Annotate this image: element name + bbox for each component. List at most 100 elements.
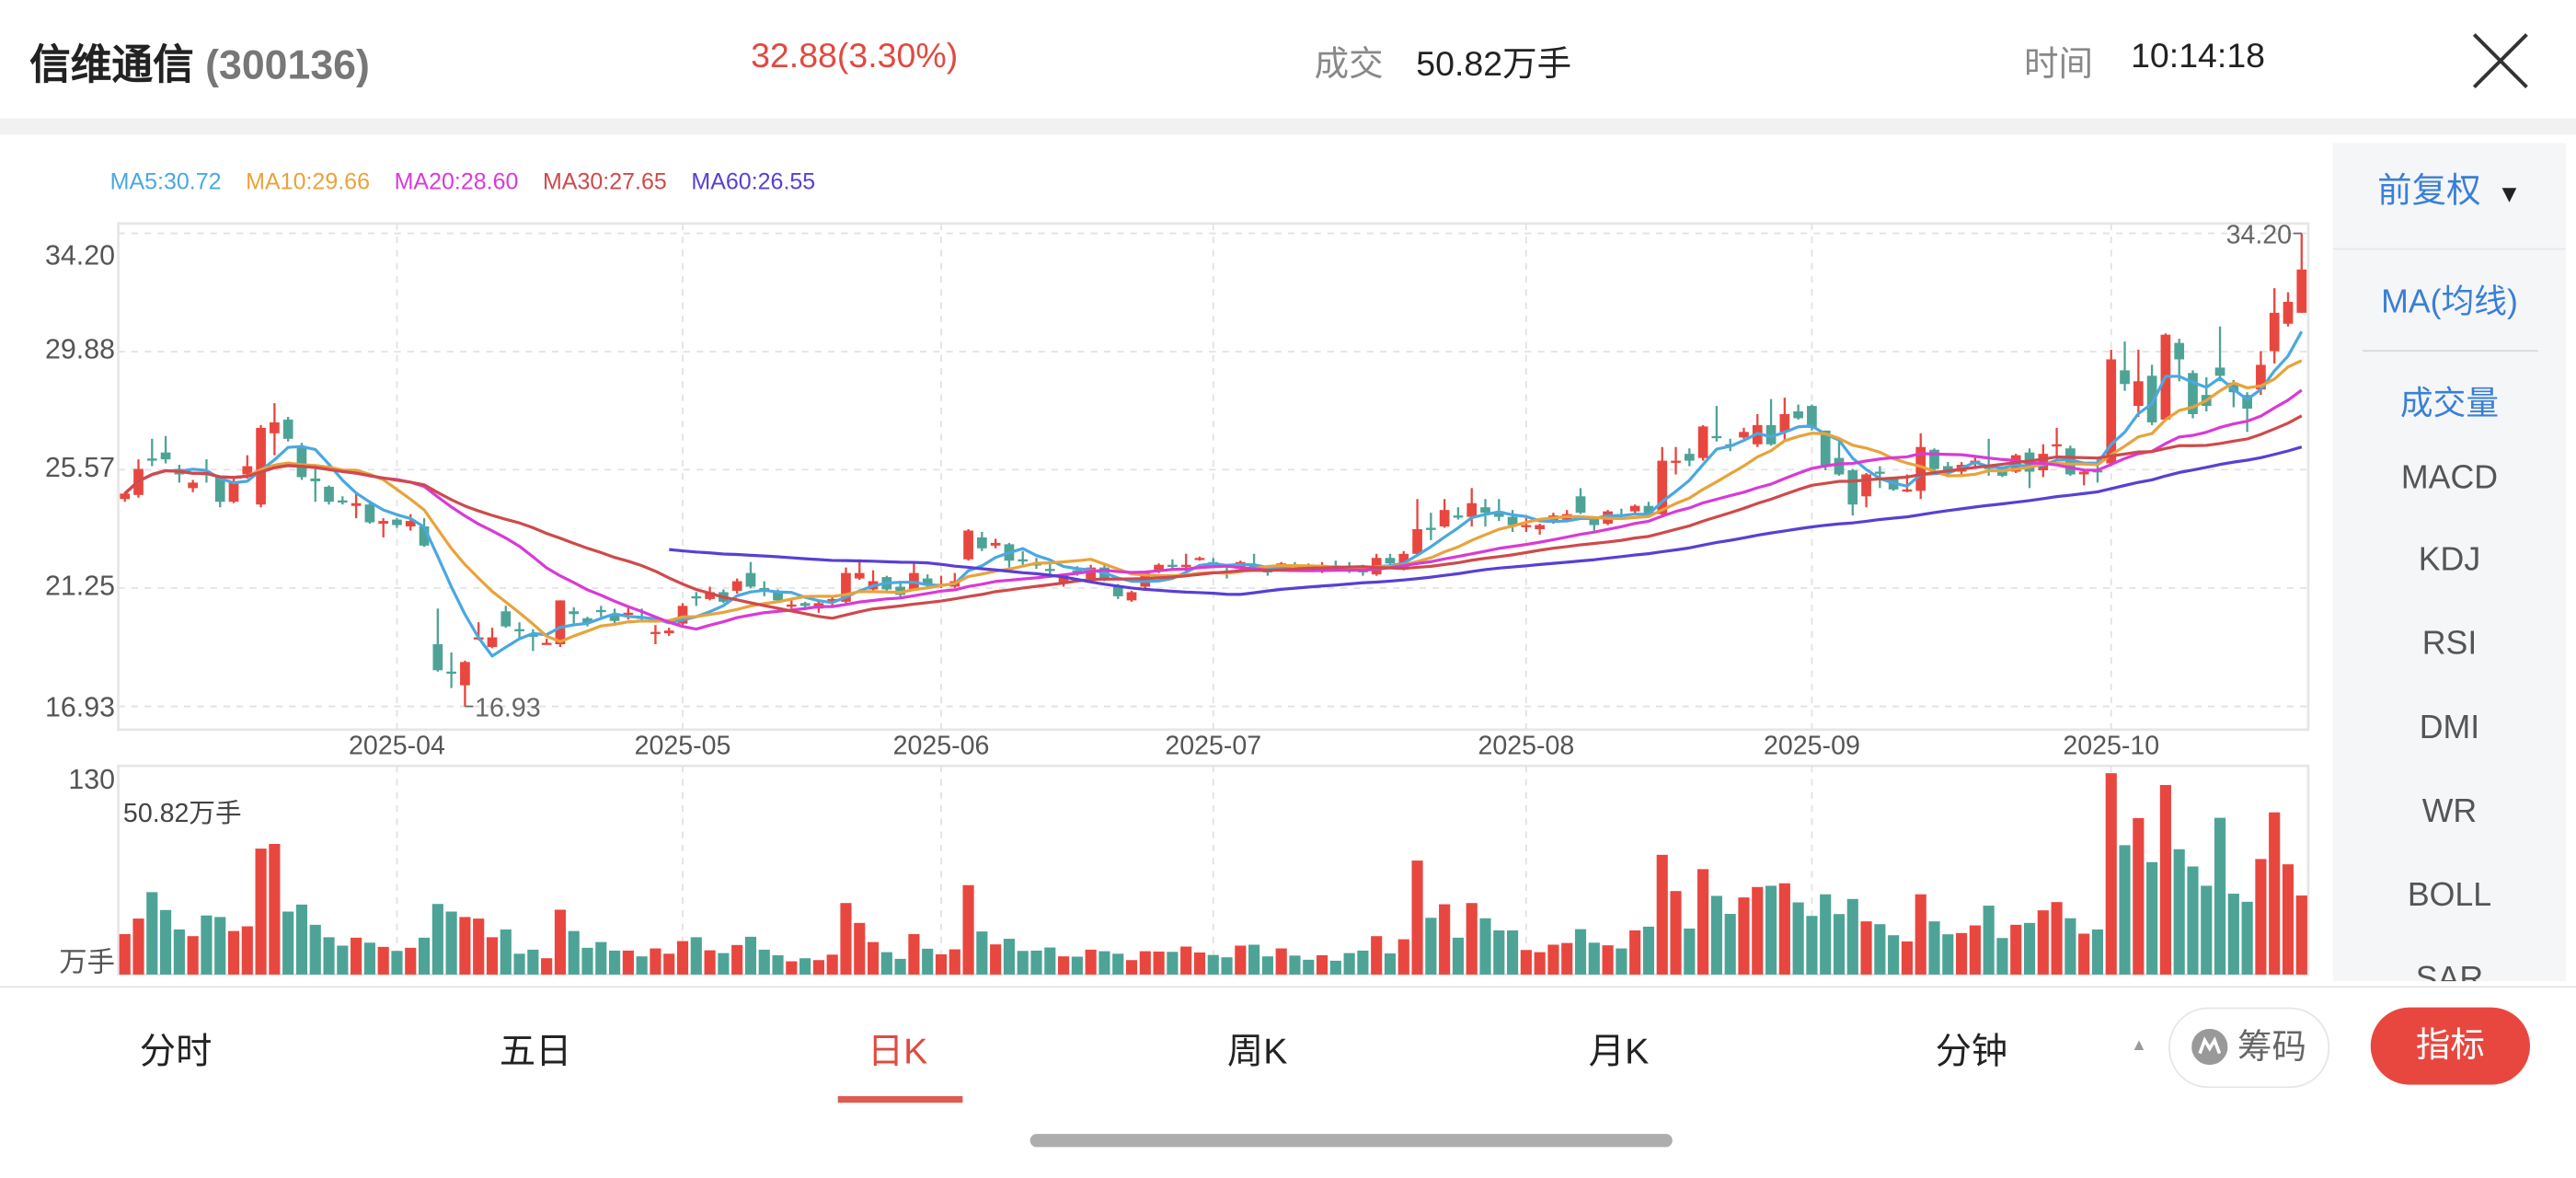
side-item-rsi[interactable]: RSI: [2421, 626, 2478, 663]
volume-bar: [119, 933, 131, 975]
candle-body: [1425, 527, 1436, 530]
tab-five-day[interactable]: 五日: [499, 1030, 572, 1072]
tab-weekly-k[interactable]: 周K: [1226, 1030, 1288, 1072]
volume-bar: [2133, 817, 2145, 975]
legend-ma5: MA5:30.72: [109, 167, 222, 194]
side-item-kdj[interactable]: KDJ: [2418, 542, 2481, 579]
volume-bar: [1996, 938, 2008, 975]
kline-chart[interactable]: 34.20 16.93: [0, 0, 2576, 986]
candle-body: [990, 542, 1001, 546]
candle-body: [1589, 518, 1600, 525]
y-tick-label: 21.25: [45, 570, 115, 602]
volume-bar: [1697, 869, 1709, 975]
candle-body: [2242, 395, 2252, 410]
tab-monthly-k[interactable]: 月K: [1588, 1030, 1650, 1072]
volume-bar: [527, 949, 539, 975]
volume-bar: [418, 937, 431, 975]
volume-bar: [1343, 953, 1355, 975]
volume-bar: [2214, 817, 2226, 975]
volume-bar: [772, 954, 784, 975]
candle-body: [2269, 312, 2280, 352]
volume-bar: [1765, 885, 1777, 975]
time-label: 时间: [2023, 45, 2093, 85]
candle-body: [242, 466, 253, 475]
volume-bar: [2105, 773, 2117, 975]
volume-bar: [840, 903, 852, 975]
volume-bar: [826, 954, 838, 975]
close-button[interactable]: [2469, 29, 2532, 92]
volume-bar: [622, 950, 634, 975]
candle-body: [419, 526, 430, 546]
side-item-wr[interactable]: WR: [2421, 793, 2478, 830]
x-tick-label: 2025-10: [2063, 733, 2160, 761]
indicator-button[interactable]: 指标: [2370, 1007, 2530, 1085]
volume-bar: [2119, 845, 2131, 975]
candle-body: [895, 586, 905, 595]
volume-bar: [976, 931, 988, 975]
candle-body: [2133, 381, 2144, 407]
candle-body: [1697, 426, 1708, 458]
tab-intraday[interactable]: 分时: [139, 1030, 213, 1072]
candle-body: [1575, 496, 1586, 514]
candle-body: [1493, 511, 1504, 517]
volume-bar: [2037, 910, 2049, 975]
volume-bar: [1207, 954, 1219, 975]
volume-bar: [473, 918, 485, 975]
volume-bar: [187, 936, 199, 975]
side-item-volume[interactable]: 成交量: [2399, 386, 2500, 422]
side-item-ma[interactable]: MA(均线): [2381, 283, 2518, 321]
candle-body: [2296, 269, 2307, 313]
candle-body: [2065, 448, 2076, 475]
side-item-sar[interactable]: SAR: [2415, 961, 2484, 982]
volume-bar: [459, 917, 471, 975]
volume-bar: [1547, 944, 1559, 975]
candle-body: [1521, 525, 1532, 527]
volume-bar: [377, 946, 389, 975]
volume-bar: [1833, 914, 1846, 975]
volume-bar: [609, 950, 621, 975]
volume-bar: [1180, 946, 1192, 975]
volume-bar: [2241, 901, 2253, 975]
volume-bar: [160, 909, 172, 975]
price-adjust-dropdown[interactable]: 前复权 ▼: [2332, 143, 2567, 250]
volume-bar: [581, 947, 593, 975]
tab-minute[interactable]: 分钟: [1935, 1030, 2008, 1072]
candle-body: [2283, 301, 2294, 324]
volume-bar: [295, 904, 308, 975]
candle-body: [405, 521, 416, 527]
volume-bar: [568, 930, 580, 975]
candle-body: [1739, 432, 1749, 438]
volume-bar: [636, 956, 648, 975]
candle-body: [963, 530, 973, 560]
volume-bar: [1221, 957, 1233, 975]
volume-bar: [1235, 945, 1247, 975]
chips-button[interactable]: 筹码: [2168, 1007, 2330, 1089]
volume-bar: [1329, 960, 1341, 975]
time-value: 10:14:18: [2131, 38, 2266, 76]
volume-bar: [799, 958, 811, 975]
volume-bar: [1792, 902, 1804, 975]
volume-bar: [2201, 885, 2213, 975]
candle-body: [364, 504, 375, 523]
side-item-boll[interactable]: BOLL: [2407, 877, 2492, 914]
candle-body: [1793, 411, 1803, 419]
volume-bar: [1574, 929, 1587, 975]
candle-body: [378, 521, 389, 525]
side-item-macd[interactable]: MACD: [2400, 459, 2499, 497]
candle-body: [2106, 359, 2117, 464]
volume-bar: [2146, 861, 2158, 975]
tab-daily-k[interactable]: 日K: [867, 1030, 928, 1072]
volume-bar: [1983, 906, 1995, 975]
volume-bar: [949, 949, 960, 975]
candle-body: [214, 477, 225, 502]
candle-body: [1180, 564, 1191, 568]
min-price-label: 16.93: [475, 693, 540, 722]
candle-body: [351, 502, 362, 506]
candle-body: [337, 500, 348, 503]
volume-bar: [2078, 933, 2090, 975]
side-item-dmi[interactable]: DMI: [2419, 710, 2480, 746]
home-indicator-bar[interactable]: [1029, 1134, 1673, 1148]
volume-bar: [1520, 950, 1532, 975]
volume-bar: [1616, 948, 1627, 975]
